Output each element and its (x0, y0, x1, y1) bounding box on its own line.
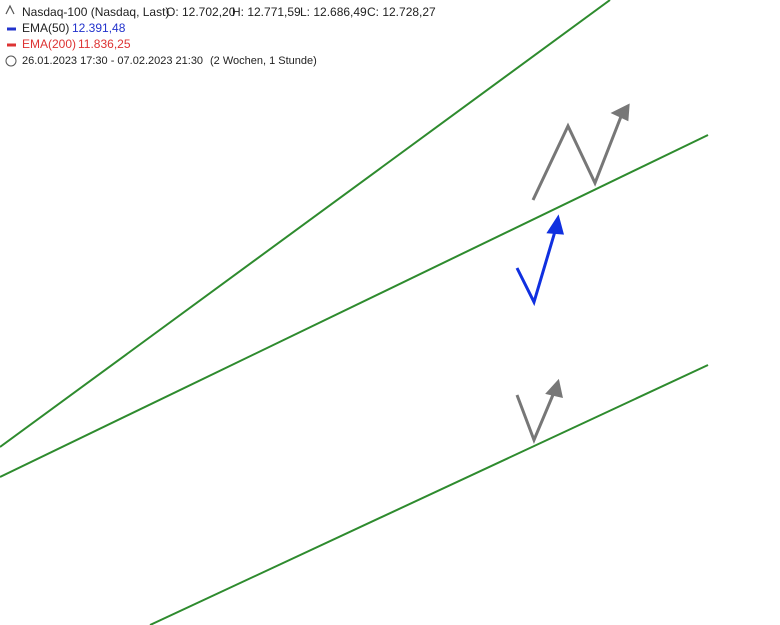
ohlc: O: 12.702,20 (166, 5, 236, 19)
resolution: (2 Wochen, 1 Stunde) (210, 55, 317, 67)
ema200-value: 11.836,25 (78, 37, 131, 51)
period: 26.01.2023 17:30 - 07.02.2023 21:30 (22, 55, 203, 67)
channel-lines (0, 0, 709, 625)
header: Nasdaq-100 (Nasdaq, Last) O: 12.702,20 H… (0, 0, 436, 70)
instrument: Nasdaq-100 (Nasdaq, Last) (22, 5, 169, 19)
ohlc: C: 12.728,27 (367, 5, 436, 19)
ohlc: L: 12.686,49 (300, 5, 367, 19)
ema50-value: 12.391,48 (72, 21, 126, 35)
ema50-name: EMA(50) (22, 21, 69, 35)
scenario-arrows (515, 103, 630, 445)
ohlc: H: 12.771,59 (232, 5, 301, 19)
ema200-name: EMA(200) (22, 37, 76, 51)
